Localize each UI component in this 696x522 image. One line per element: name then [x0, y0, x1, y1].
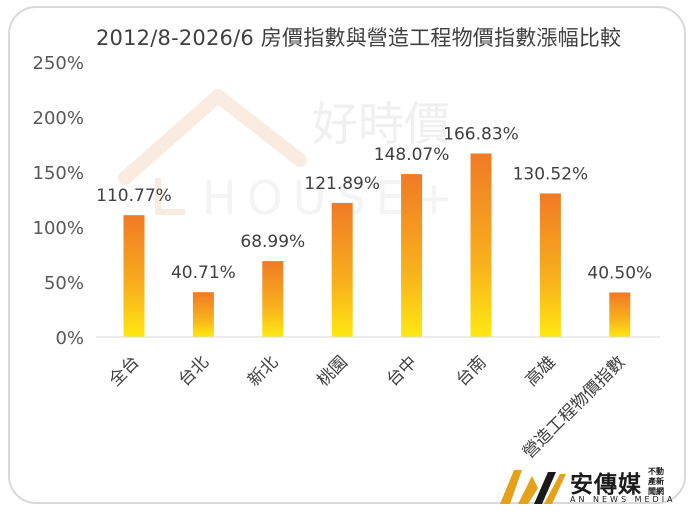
brand-tagline: 不動產新聞網 [648, 467, 664, 496]
y-tick-label: 150% [33, 163, 84, 184]
bar-series [123, 153, 631, 337]
x-tick-label: 全台 [105, 352, 143, 390]
y-tick-label: 50% [44, 273, 84, 294]
bar [262, 261, 284, 337]
data-labels: 110.77% 40.71%68.99% 121.89% 148.07%166.83%… [96, 124, 652, 283]
bar [539, 193, 561, 337]
bar [401, 174, 423, 337]
data-label: 148.07% [374, 145, 450, 165]
data-label: 68.99% [240, 232, 305, 252]
data-label: 110.77% [96, 186, 172, 206]
x-tick-label: 台南 [452, 352, 490, 390]
x-tick-label: 高雄 [522, 352, 560, 390]
bar [192, 292, 214, 337]
x-tick-label: 台北 [175, 352, 213, 390]
data-label: 121.89% [304, 174, 380, 194]
y-axis: 0% 50% 100% 150% 200% 250% [33, 53, 84, 349]
watermark-text: 好時價 [312, 97, 450, 151]
chart-title: 2012/8-2026/6 房價指數與營造工程物價指數漲幅比較 [96, 26, 622, 50]
data-label: 40.71% [171, 263, 236, 283]
brand-english: AN NEWS MEDIA [570, 495, 676, 504]
y-tick-label: 100% [33, 218, 84, 239]
brand-mark-icon [500, 470, 566, 504]
brand-logo: 安傳媒 不動產新聞網 AN NEWS MEDIA [498, 464, 673, 508]
y-tick-label: 250% [33, 53, 84, 74]
bar [123, 215, 145, 337]
data-label: 166.83% [443, 124, 519, 144]
y-tick-label: 0% [55, 328, 84, 349]
x-tick-label: 新北 [244, 352, 282, 390]
x-tick-label: 桃園 [314, 352, 352, 390]
brand-name: 安傳媒 [570, 472, 642, 498]
y-tick-label: 200% [33, 108, 84, 129]
bar [609, 292, 631, 337]
data-label: 40.50% [587, 263, 652, 283]
x-tick-label: 台中 [383, 352, 421, 390]
data-label: 130.52% [513, 164, 589, 184]
bar [470, 153, 492, 337]
bar [331, 202, 353, 337]
